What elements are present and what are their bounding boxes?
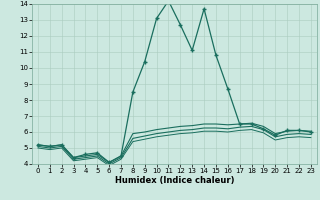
- X-axis label: Humidex (Indice chaleur): Humidex (Indice chaleur): [115, 176, 234, 185]
